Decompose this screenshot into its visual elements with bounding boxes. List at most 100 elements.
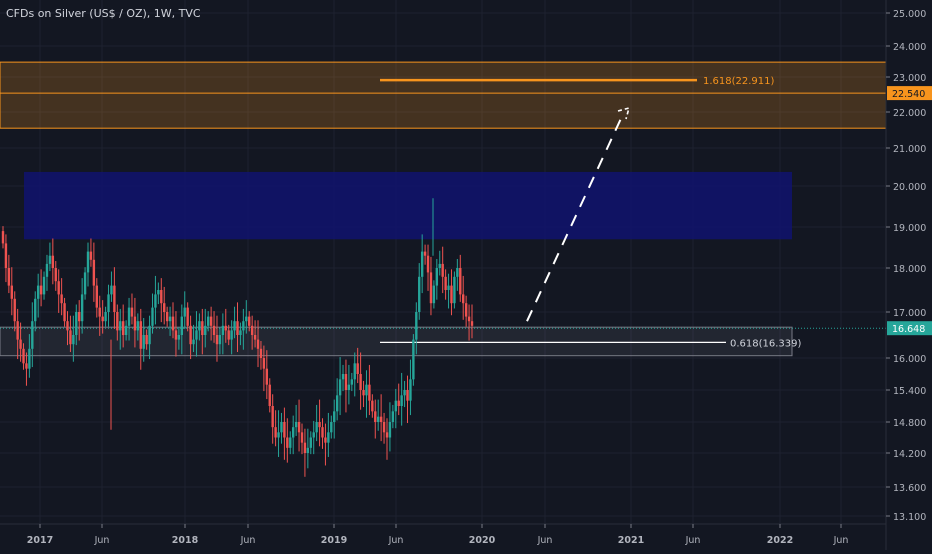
candle-body[interactable] xyxy=(412,339,415,380)
candle-body[interactable] xyxy=(227,330,230,340)
candle-body[interactable] xyxy=(294,422,298,428)
candle-body[interactable] xyxy=(459,268,462,295)
candle-body[interactable] xyxy=(54,268,57,282)
candle-body[interactable] xyxy=(110,285,113,295)
candle-body[interactable] xyxy=(409,379,412,401)
candle-body[interactable] xyxy=(133,316,137,331)
candle-body[interactable] xyxy=(48,255,52,264)
candle-body[interactable] xyxy=(321,427,324,438)
candle-body[interactable] xyxy=(80,294,84,322)
candle-body[interactable] xyxy=(441,263,444,277)
candle-body[interactable] xyxy=(444,276,447,290)
candle-body[interactable] xyxy=(250,325,254,335)
projection-arrow-line[interactable] xyxy=(526,111,625,322)
candle-body[interactable] xyxy=(470,321,474,326)
candle-body[interactable] xyxy=(338,379,342,396)
candle-body[interactable] xyxy=(163,303,166,312)
candle-body[interactable] xyxy=(300,432,304,443)
candle-body[interactable] xyxy=(309,437,312,448)
candle-body[interactable] xyxy=(183,307,186,317)
candle-body[interactable] xyxy=(280,422,283,433)
candle-body[interactable] xyxy=(286,437,289,448)
candle-body[interactable] xyxy=(423,251,427,256)
candle-body[interactable] xyxy=(7,268,11,286)
candle-body[interactable] xyxy=(186,307,189,326)
candle-body[interactable] xyxy=(212,325,216,335)
candle-body[interactable] xyxy=(165,312,169,322)
candle-body[interactable] xyxy=(13,298,16,322)
candle-body[interactable] xyxy=(365,384,368,396)
candle-body[interactable] xyxy=(447,285,450,290)
candle-body[interactable] xyxy=(397,400,400,406)
candle-body[interactable] xyxy=(180,316,184,335)
candle-body[interactable] xyxy=(403,390,406,396)
candle-body[interactable] xyxy=(453,276,456,304)
candle-body[interactable] xyxy=(456,268,459,277)
zone-orange[interactable] xyxy=(0,61,887,129)
candle-body[interactable] xyxy=(245,316,248,322)
candle-body[interactable] xyxy=(450,285,453,304)
candle-body[interactable] xyxy=(374,411,377,422)
candle-body[interactable] xyxy=(262,358,266,369)
candle-body[interactable] xyxy=(236,321,239,335)
candle-body[interactable] xyxy=(151,307,154,326)
candle-body[interactable] xyxy=(406,390,409,401)
candle-body[interactable] xyxy=(10,285,13,299)
candle-body[interactable] xyxy=(136,321,140,331)
candle-body[interactable] xyxy=(25,363,28,369)
candle-body[interactable] xyxy=(312,432,315,438)
candle-body[interactable] xyxy=(119,321,122,331)
candle-body[interactable] xyxy=(467,316,471,322)
candle-body[interactable] xyxy=(303,442,307,453)
candle-body[interactable] xyxy=(218,335,222,345)
candle-body[interactable] xyxy=(271,406,274,428)
zone-blue[interactable] xyxy=(24,171,792,240)
candle-body[interactable] xyxy=(215,335,219,345)
candle-body[interactable] xyxy=(168,316,172,322)
candle-body[interactable] xyxy=(198,321,201,331)
candle-body[interactable] xyxy=(130,307,134,317)
candle-body[interactable] xyxy=(63,303,66,322)
candle-body[interactable] xyxy=(189,325,192,345)
candle-body[interactable] xyxy=(107,294,110,312)
candle-body[interactable] xyxy=(400,395,403,406)
candle-body[interactable] xyxy=(344,374,348,390)
candle-body[interactable] xyxy=(19,339,22,349)
candle-body[interactable] xyxy=(394,400,397,412)
candle-body[interactable] xyxy=(28,348,31,369)
candle-body[interactable] xyxy=(432,285,436,304)
candle-body[interactable] xyxy=(391,411,395,422)
candle-body[interactable] xyxy=(377,416,380,422)
candle-body[interactable] xyxy=(306,447,310,453)
candle-body[interactable] xyxy=(242,321,245,331)
candle-body[interactable] xyxy=(221,325,225,335)
candle-body[interactable] xyxy=(353,363,356,380)
candle-body[interactable] xyxy=(464,303,468,317)
candle-body[interactable] xyxy=(75,312,78,335)
candle-body[interactable] xyxy=(177,335,181,340)
candle-body[interactable] xyxy=(333,411,336,422)
candle-body[interactable] xyxy=(233,321,236,331)
candle-body[interactable] xyxy=(113,285,116,312)
candle-body[interactable] xyxy=(127,307,131,326)
candle-body[interactable] xyxy=(315,422,318,433)
candle-body[interactable] xyxy=(124,325,128,335)
candle-body[interactable] xyxy=(239,330,242,335)
candle-body[interactable] xyxy=(174,330,178,340)
candle-body[interactable] xyxy=(22,348,25,364)
candle-body[interactable] xyxy=(230,330,233,340)
candle-body[interactable] xyxy=(356,363,359,374)
candle-body[interactable] xyxy=(98,307,101,317)
candle-body[interactable] xyxy=(139,321,142,349)
candle-body[interactable] xyxy=(415,312,418,340)
candle-body[interactable] xyxy=(330,422,333,433)
candle-body[interactable] xyxy=(160,290,163,304)
candle-body[interactable] xyxy=(1,231,5,244)
candle-body[interactable] xyxy=(388,422,392,438)
candle-body[interactable] xyxy=(157,290,160,295)
candle-body[interactable] xyxy=(418,276,421,312)
candle-body[interactable] xyxy=(277,432,280,438)
candle-body[interactable] xyxy=(385,432,389,438)
candle-body[interactable] xyxy=(83,272,87,295)
candle-body[interactable] xyxy=(324,437,327,443)
